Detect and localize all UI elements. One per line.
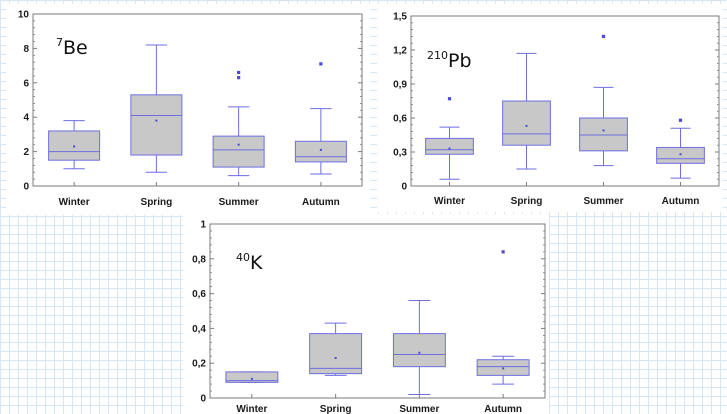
y-tick-label: 6 [23, 78, 29, 89]
isotope-element-symbol: K [250, 252, 263, 274]
y-tick-label: 10 [18, 10, 30, 21]
y-tick-label: 0,6 [393, 114, 407, 125]
box-summer [392, 333, 446, 368]
isotope-label: 210Pb [427, 49, 472, 72]
box-autumn [656, 146, 705, 164]
isotope-element-symbol: Be [63, 37, 88, 59]
outlier-point [501, 250, 505, 254]
box-plot-pb210: 0 0,3 0,6 0,9 1,2 1,5 Winter Spring Summer Autumn… [393, 12, 720, 207]
x-category-label: Summer [399, 404, 439, 414]
box-summer [579, 117, 628, 152]
chart-panel-pb210: 0 0,3 0,6 0,9 1,2 1,5 Winter Spring Summer Autumn… [377, 4, 723, 212]
y-tick-label: 0 [23, 182, 29, 193]
mean-marker [319, 148, 322, 151]
mean-marker [334, 356, 337, 359]
mean-marker [250, 377, 253, 380]
box-spring [309, 333, 363, 375]
mean-marker [155, 119, 158, 122]
x-category-label: Summer [219, 197, 259, 208]
box-plot-k40: 0 0,2 0,4 0,6 0,8 1 Winter Spring Summer Autumn 40… [192, 220, 546, 414]
mean-marker [502, 367, 505, 370]
x-category-label: Spring [141, 197, 173, 208]
plot-frame [209, 223, 546, 399]
outlier-point [237, 70, 241, 75]
outlier-point [601, 34, 606, 38]
isotope-mass-number: 40 [236, 251, 250, 264]
box-winter [225, 371, 279, 383]
y-tick-label: 8 [23, 44, 29, 55]
y-tick-label: 1,5 [393, 12, 407, 23]
plot-frame [410, 15, 720, 187]
y-tick-label: 0,9 [393, 80, 407, 91]
isotope-mass-number: 7 [56, 36, 63, 49]
chart-panel-be7: 0 2 4 6 8 10 Winter Spring Summer Autumn 7Be [6, 4, 370, 215]
box-winter [425, 137, 474, 155]
y-tick-label: 4 [23, 113, 29, 124]
mean-marker [602, 129, 605, 132]
isotope-element-symbol: Pb [448, 50, 472, 72]
mean-marker [73, 145, 76, 148]
chart-panel-k40: 0 0,2 0,4 0,6 0,8 1 Winter Spring Summer Autumn 40… [183, 214, 549, 414]
x-category-label: Spring [320, 404, 352, 414]
y-tick-label: 0,2 [192, 359, 206, 370]
x-category-label: Winter [236, 404, 267, 414]
isotope-label: 40K [236, 251, 263, 274]
plot-frame [32, 13, 363, 187]
outlier-point [319, 62, 323, 66]
box-summer [212, 135, 265, 168]
mean-marker [237, 143, 240, 146]
mean-marker [679, 153, 682, 156]
y-tick-label: 0,3 [393, 148, 407, 159]
box-spring [502, 100, 551, 146]
y-tick-label: 1,2 [393, 46, 407, 57]
box-spring [130, 94, 183, 156]
x-category-label: Autumn [662, 196, 700, 207]
x-category-label: Winter [59, 197, 90, 208]
box-plot-be7: 0 2 4 6 8 10 Winter Spring Summer Autumn 7Be [18, 10, 363, 208]
y-tick-label: 0,6 [192, 289, 206, 300]
y-tick-label: 2 [23, 147, 29, 158]
x-category-label: Spring [511, 196, 543, 207]
outlier-point [678, 118, 683, 122]
isotope-label: 7Be [56, 36, 88, 59]
mean-marker [525, 124, 528, 127]
isotope-mass-number: 210 [427, 49, 448, 62]
y-tick-label: 0 [401, 182, 407, 193]
y-tick-label: 0 [200, 394, 206, 405]
y-tick-label: 1 [200, 220, 206, 231]
x-category-label: Summer [583, 196, 623, 207]
mean-marker [448, 147, 451, 150]
x-category-label: Autumn [302, 197, 340, 208]
box-autumn [294, 140, 347, 163]
y-tick-label: 0,8 [192, 254, 206, 265]
x-category-label: Winter [434, 196, 465, 207]
y-tick-label: 0,4 [192, 324, 206, 335]
x-category-label: Autumn [484, 404, 522, 414]
mean-marker [418, 351, 421, 354]
outlier-point [237, 76, 241, 80]
outlier-point [447, 97, 452, 101]
